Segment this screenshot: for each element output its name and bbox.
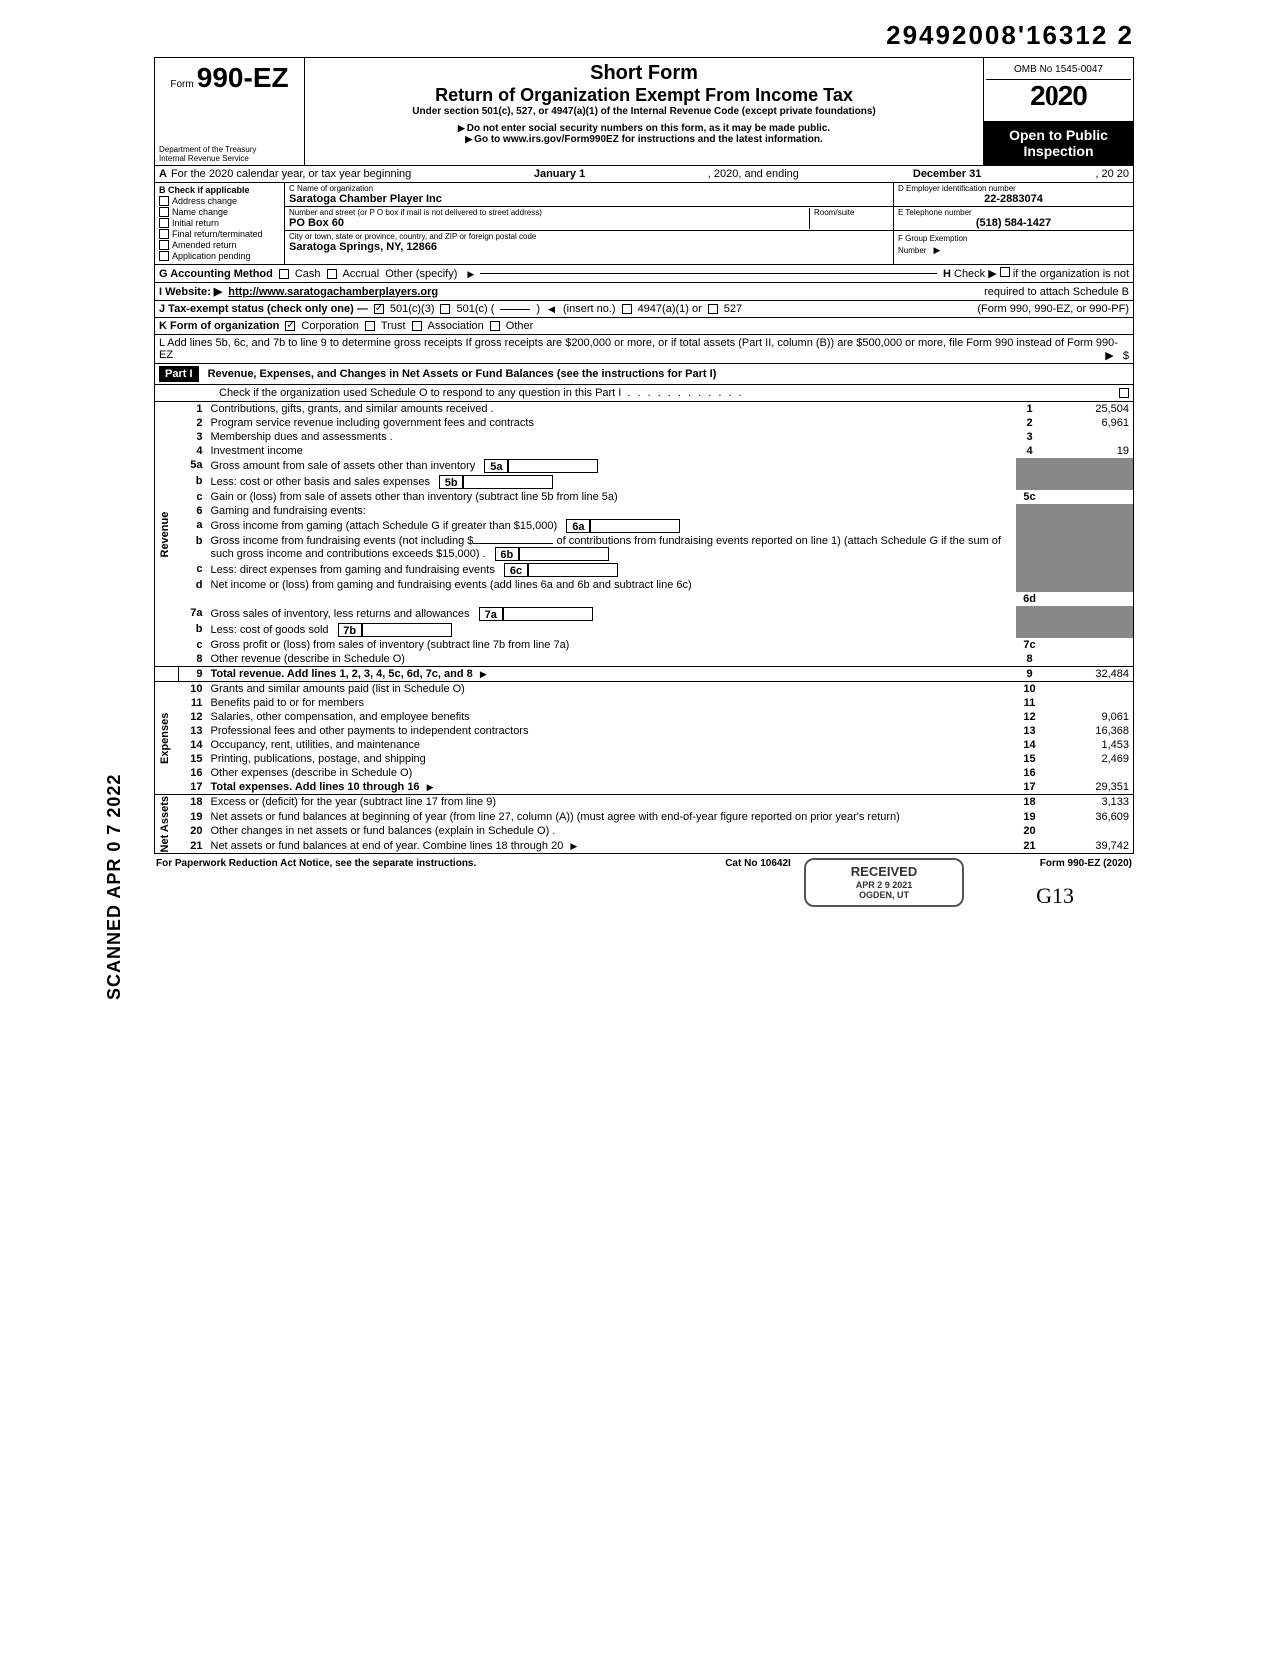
chk-schedule-o[interactable] xyxy=(1119,388,1129,398)
amt-1: 25,504 xyxy=(1044,402,1134,416)
part1-header: Part I Revenue, Expenses, and Changes in… xyxy=(154,364,1134,385)
room-label: Room/suite xyxy=(814,208,889,217)
accounting-method-label: G Accounting Method xyxy=(159,268,273,280)
chk-other-org[interactable] xyxy=(490,321,500,331)
page-footer: For Paperwork Reduction Act Notice, see … xyxy=(154,854,1134,873)
chk-final-return[interactable] xyxy=(159,229,169,239)
financial-table: Revenue 1Contributions, gifts, grants, a… xyxy=(154,402,1134,854)
chk-trust[interactable] xyxy=(365,321,375,331)
side-expenses: Expenses xyxy=(155,682,179,795)
handwritten-g13: G13 xyxy=(154,883,1134,909)
amt-9: 32,484 xyxy=(1044,667,1134,682)
amt-20 xyxy=(1044,824,1134,839)
document-number: 29492008'16312 2 xyxy=(154,20,1134,51)
street: PO Box 60 xyxy=(289,217,809,229)
ein: 22-2883074 xyxy=(898,193,1129,205)
amt-19: 36,609 xyxy=(1044,810,1134,825)
side-netassets: Net Assets xyxy=(155,795,179,854)
subtitle: Under section 501(c), 527, or 4947(a)(1)… xyxy=(313,106,975,117)
amt-17: 29,351 xyxy=(1044,780,1134,795)
amt-4: 19 xyxy=(1044,444,1134,458)
chk-name-change[interactable] xyxy=(159,207,169,217)
h-check-label: H Check ▶ if the organization is not xyxy=(943,267,1129,280)
chk-501c3[interactable] xyxy=(374,304,384,314)
warning-goto: Go to www.irs.gov/Form990EZ for instruct… xyxy=(474,134,823,145)
h-text2: required to attach Schedule B xyxy=(984,286,1129,298)
amt-16 xyxy=(1044,766,1134,780)
website-url: http://www.saratogachamberplayers.org xyxy=(228,286,438,298)
amt-10 xyxy=(1044,682,1134,697)
amt-7c xyxy=(1044,638,1134,652)
chk-amended[interactable] xyxy=(159,240,169,250)
amt-15: 2,469 xyxy=(1044,752,1134,766)
amt-14: 1,453 xyxy=(1044,738,1134,752)
line-a: A For the 2020 calendar year, or tax yea… xyxy=(154,165,1134,183)
tax-year: 20202020 xyxy=(986,80,1131,113)
amt-8 xyxy=(1044,652,1134,667)
dept-irs: Internal Revenue Service xyxy=(159,154,300,163)
scanned-stamp: SCANNED APR 0 7 2022 xyxy=(104,774,125,1000)
chk-app-pending[interactable] xyxy=(159,251,169,261)
chk-address-change[interactable] xyxy=(159,196,169,206)
amt-11 xyxy=(1044,696,1134,710)
phone: (518) 584-1427 xyxy=(898,217,1129,229)
chk-accrual[interactable] xyxy=(327,269,337,279)
chk-corp[interactable] xyxy=(285,321,295,331)
dept-treasury: Department of the Treasury xyxy=(159,145,300,154)
check-applicable-label: B Check if applicable xyxy=(159,185,280,195)
chk-cash[interactable] xyxy=(279,269,289,279)
form-header: Form 990-EZ Short Form Return of Organiz… xyxy=(154,57,1134,121)
amt-21: 39,742 xyxy=(1044,839,1134,854)
org-name-label: C Name of organization xyxy=(289,184,889,193)
amt-18: 3,133 xyxy=(1044,795,1134,810)
org-name: Saratoga Chamber Player Inc xyxy=(289,193,889,205)
open-public-badge: Open to Public Inspection xyxy=(984,121,1133,165)
line-l-text: L Add lines 5b, 6c, and 7b to line 9 to … xyxy=(159,337,1118,361)
form-number: 990-EZ xyxy=(197,62,289,93)
city: Saratoga Springs, NY, 12866 xyxy=(289,241,889,253)
part1-check-text: Check if the organization used Schedule … xyxy=(219,387,621,399)
chk-initial-return[interactable] xyxy=(159,218,169,228)
return-title: Return of Organization Exempt From Incom… xyxy=(313,85,975,106)
chk-501c[interactable] xyxy=(440,304,450,314)
side-revenue: Revenue xyxy=(155,402,179,667)
amt-2: 6,961 xyxy=(1044,416,1134,430)
amt-3 xyxy=(1044,430,1134,444)
ein-label: D Employer identification number xyxy=(898,184,1129,193)
phone-label: E Telephone number xyxy=(898,208,1129,217)
short-form-label: Short Form xyxy=(313,62,975,85)
h-text3: (Form 990, 990-EZ, or 990-PF) xyxy=(977,303,1129,315)
website-label: I Website: ▶ xyxy=(159,285,222,298)
omb-number: OMB No 1545-0047 xyxy=(986,60,1131,80)
chk-527[interactable] xyxy=(708,304,718,314)
received-stamp: RECEIVED APR 2 9 2021 OGDEN, UT xyxy=(804,858,964,907)
group-exempt-label: F Group Exemption xyxy=(898,234,967,243)
chk-h[interactable] xyxy=(1000,267,1010,277)
entity-info-block: B Check if applicable Address change Nam… xyxy=(154,183,1134,265)
city-label: City or town, state or province, country… xyxy=(289,232,889,241)
warning-ssn: Do not enter social security numbers on … xyxy=(467,123,830,134)
form-org-label: K Form of organization xyxy=(159,320,279,332)
amt-5c xyxy=(1044,490,1134,504)
chk-4947[interactable] xyxy=(622,304,632,314)
form-prefix: Form xyxy=(170,79,193,90)
chk-assoc[interactable] xyxy=(412,321,422,331)
amt-13: 16,368 xyxy=(1044,724,1134,738)
amt-6d xyxy=(1044,592,1134,606)
street-label: Number and street (or P O box if mail is… xyxy=(289,208,809,217)
tax-exempt-label: J Tax-exempt status (check only one) — xyxy=(159,303,368,315)
amt-12: 9,061 xyxy=(1044,710,1134,724)
